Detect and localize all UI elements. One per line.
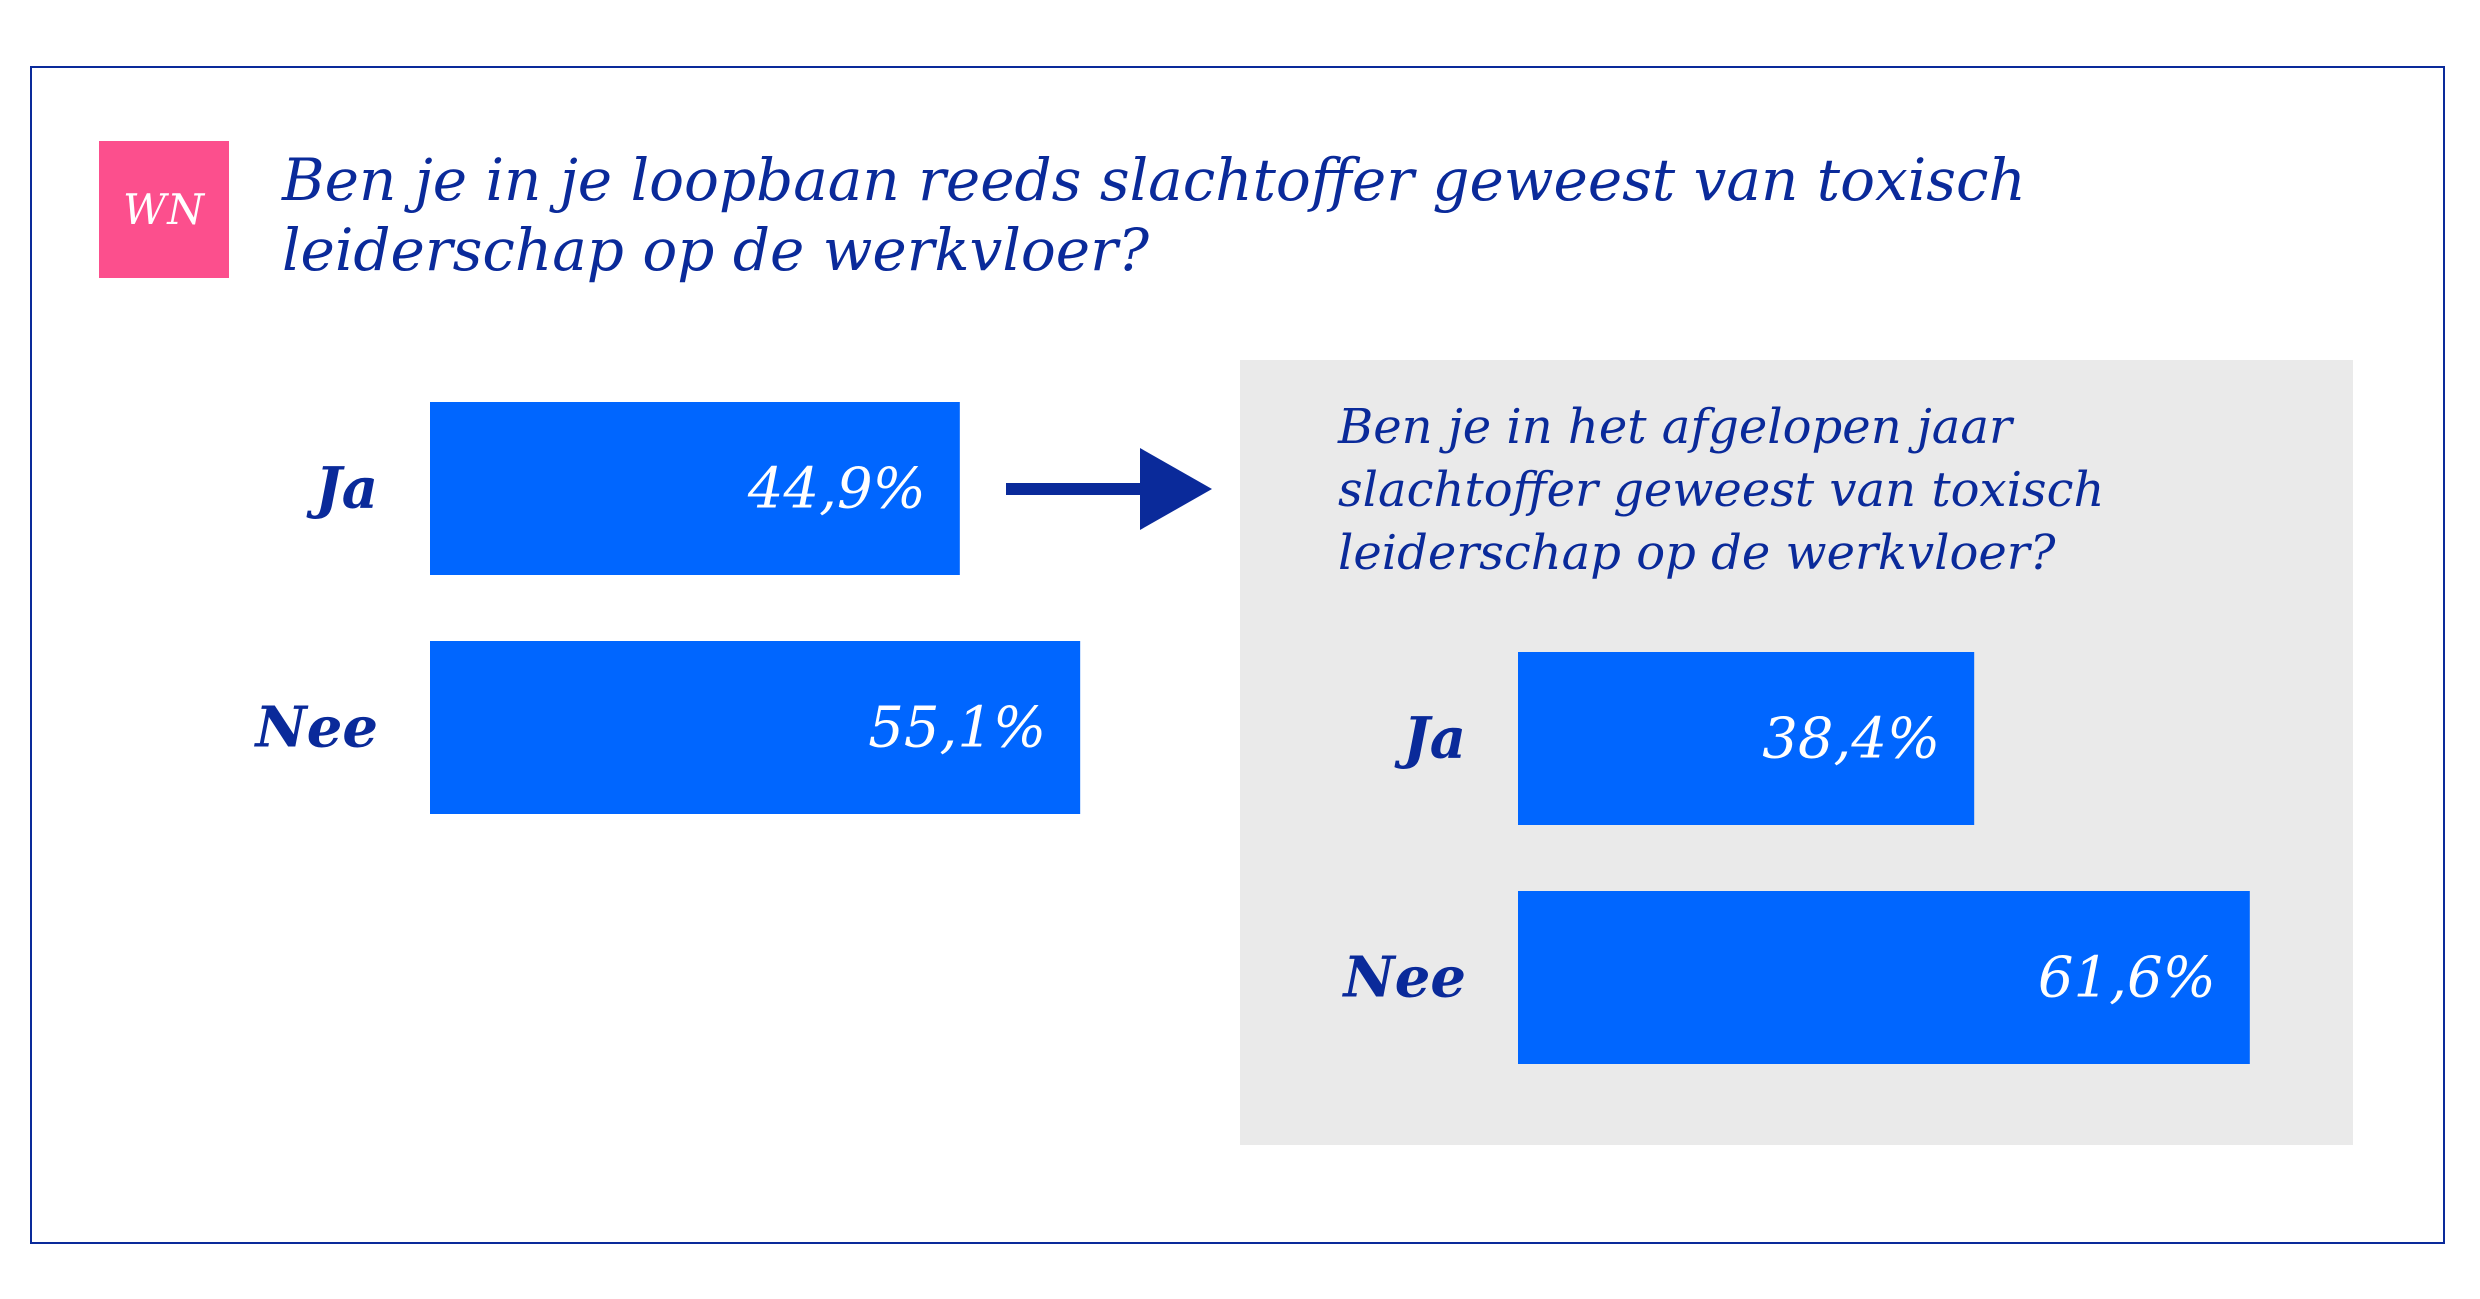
followup-question-title: Ben je in het afgelopen jaar slachtoffer… xyxy=(1338,396,2298,585)
value-label-chart1-ja: 44,9% xyxy=(747,457,926,522)
bar-chart2-ja xyxy=(1518,652,1975,825)
bar-chart1-ja xyxy=(430,402,960,575)
main-title-line-1: Ben je in je loopbaan reeds slachtoffer … xyxy=(282,146,2026,214)
value-label-chart1-nee: 55,1% xyxy=(868,696,1046,761)
category-label-chart2-ja: Ja xyxy=(1394,706,1466,772)
sub-title-line-2: slachtoffer geweest van toxisch xyxy=(1338,462,2105,518)
value-label-chart2-ja: 38,4% xyxy=(1762,707,1940,772)
sub-title-line-3: leiderschap op de werkvloer? xyxy=(1338,525,2056,581)
value-label-chart2-nee: 61,6% xyxy=(2038,946,2216,1011)
category-label-chart2-nee: Nee xyxy=(1342,945,1466,1011)
arrow-right-icon xyxy=(1006,448,1212,530)
wn-logo: WN xyxy=(99,141,229,278)
category-label-chart1-nee: Nee xyxy=(254,695,378,761)
category-label-chart1-ja: Ja xyxy=(306,456,378,522)
main-title-line-2: leiderschap op de werkvloer? xyxy=(282,216,1149,284)
main-question-title: Ben je in je loopbaan reeds slachtoffer … xyxy=(282,145,2182,285)
bar-chart2-nee xyxy=(1518,891,2250,1064)
logo-text: WN xyxy=(123,185,205,234)
chart-frame xyxy=(30,66,2445,1244)
bar-chart1-nee xyxy=(430,641,1081,814)
sub-title-line-1: Ben je in het afgelopen jaar xyxy=(1338,399,2012,455)
